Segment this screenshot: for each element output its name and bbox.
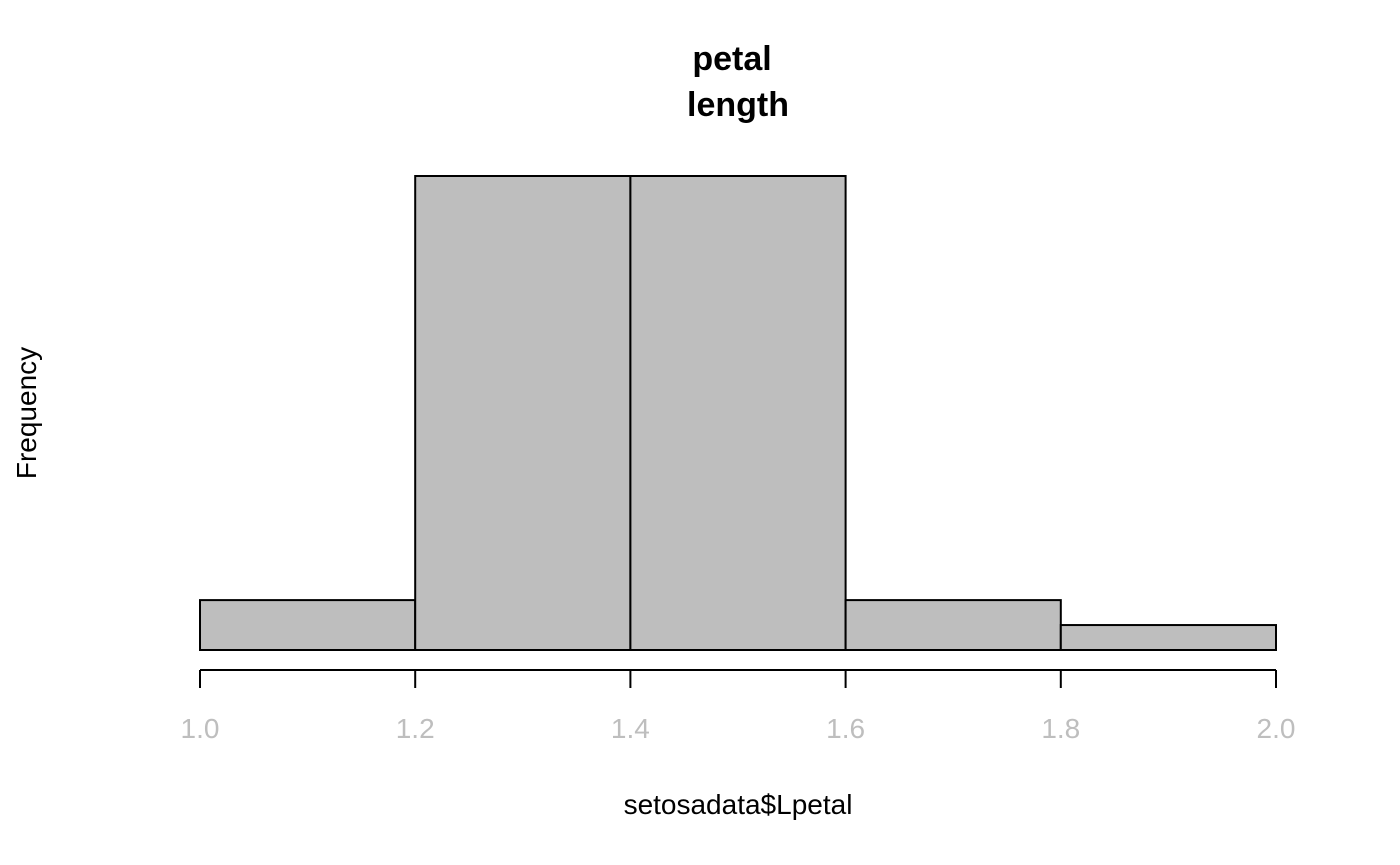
x-tick-label-4: 1.8 bbox=[1041, 713, 1080, 744]
x-tick-label-2: 1.4 bbox=[611, 713, 650, 744]
chart-title-line-1: petal bbox=[692, 40, 771, 78]
histogram-bar-4 bbox=[1059, 624, 1278, 651]
histogram-bar-3 bbox=[844, 599, 1062, 652]
x-axis-label: setosadata$Lpetal bbox=[624, 789, 853, 820]
x-tick-label-0: 1.0 bbox=[181, 713, 220, 744]
chart-title-line-2: length bbox=[687, 86, 789, 124]
bars-group bbox=[199, 175, 1278, 652]
histogram-bar-0 bbox=[199, 599, 417, 652]
x-axis: 1.0 1.2 1.4 1.6 1.8 2.0 bbox=[181, 669, 1296, 744]
y-axis-label: Frequency bbox=[11, 347, 42, 479]
x-tick-label-1: 1.2 bbox=[396, 713, 435, 744]
x-tick-label-3: 1.6 bbox=[826, 713, 865, 744]
x-tick-label-5: 2.0 bbox=[1257, 713, 1296, 744]
histogram-bar-2 bbox=[629, 175, 847, 651]
histogram-bar-1 bbox=[414, 175, 632, 651]
